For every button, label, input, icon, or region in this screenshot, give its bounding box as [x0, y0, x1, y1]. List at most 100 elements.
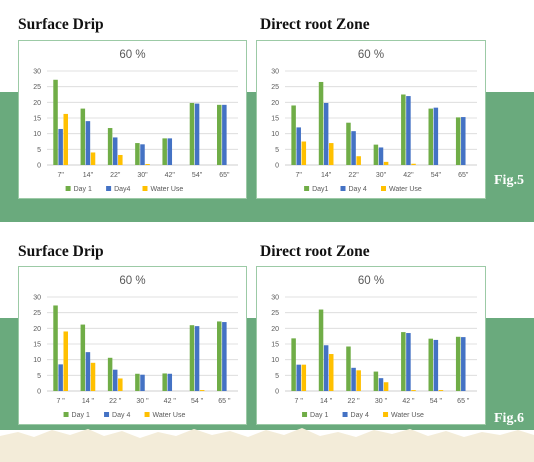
bar [63, 331, 68, 391]
bar [118, 378, 123, 391]
bar [378, 378, 384, 391]
y-tick-label: 20 [271, 326, 279, 333]
x-tick-label: 65 " [218, 398, 231, 405]
x-tick-label: 54 " [430, 398, 443, 405]
chart-heading: Surface Drip [18, 16, 104, 33]
bar [411, 390, 416, 391]
bar [112, 137, 118, 165]
legend-label: Day 4 [112, 412, 130, 419]
y-tick-label: 0 [275, 389, 279, 396]
bar [194, 326, 200, 391]
chart-heading: Direct root Zone [260, 243, 370, 260]
bar [85, 121, 91, 165]
x-tick-label: 54 " [191, 398, 204, 405]
y-tick-label: 30 [33, 69, 41, 76]
x-tick-label: 42 " [402, 398, 415, 405]
y-tick-label: 25 [33, 84, 41, 91]
y-tick-label: 15 [271, 116, 279, 123]
legend-label: Water Use [389, 186, 422, 193]
x-tick-label: 54" [431, 172, 442, 179]
y-tick-label: 0 [275, 163, 279, 170]
bar [323, 102, 329, 165]
bar [135, 373, 140, 391]
figure-label: Fig.5 [494, 173, 524, 188]
bar [378, 147, 384, 165]
y-tick-label: 0 [37, 163, 41, 170]
bar [383, 161, 389, 165]
x-tick-label: 7 " [295, 398, 304, 405]
bar [373, 144, 379, 165]
bar [461, 337, 466, 391]
bar [373, 371, 379, 391]
bar-chart: 60 % 0 5 10 15 20 25 30 7" 14" 22" 30" 42" 54" 65" Day … [33, 49, 238, 193]
y-tick-label: 20 [33, 326, 41, 333]
bar [189, 325, 195, 391]
bar [328, 143, 334, 165]
x-tick-label: 42" [165, 172, 176, 179]
y-tick-label: 0 [37, 389, 41, 396]
y-tick-label: 30 [271, 295, 279, 302]
bar [346, 122, 351, 165]
bar [217, 104, 222, 165]
bar [90, 152, 96, 165]
bar [328, 354, 334, 391]
bar-chart: 60 % 0 5 10 15 20 25 30 7 " 14 " 22 " 30 " 42 " 54 " 6… [33, 275, 238, 419]
x-tick-label: 42 " [164, 398, 177, 405]
bar [351, 367, 356, 391]
bar [323, 345, 329, 391]
legend-label: Day 1 [74, 186, 92, 193]
y-tick-label: 30 [271, 69, 279, 76]
bar [145, 164, 150, 165]
bar [140, 374, 145, 391]
bar [107, 128, 113, 165]
bar [438, 390, 444, 391]
legend-swatch [106, 186, 112, 191]
bar [90, 362, 96, 391]
x-tick-label: 30 " [136, 398, 149, 405]
bar [85, 352, 91, 391]
legend-swatch [381, 186, 386, 191]
x-tick-label: 65" [458, 172, 469, 179]
y-tick-label: 25 [271, 310, 279, 317]
chart-panel: 60 % 0 5 10 15 20 25 30 7 " 14 " 22 " 30 " 42 " 54 " 6… [256, 266, 486, 425]
bar [455, 117, 461, 165]
bar [167, 138, 173, 165]
bar [383, 382, 389, 391]
y-tick-label: 25 [271, 84, 279, 91]
bar [162, 138, 167, 165]
bar [433, 339, 439, 391]
bar [58, 364, 63, 391]
x-tick-label: 54" [192, 172, 203, 179]
bar-chart: 60 % 0 5 10 15 20 25 30 7 " 14 " 22 " 30 " 42 " 54 " 6… [271, 275, 477, 419]
bar [428, 108, 434, 165]
bar [291, 338, 296, 391]
bar [80, 324, 86, 391]
chart-heading: Direct root Zone [260, 16, 370, 33]
bar [80, 108, 86, 165]
chart-panel: 60 % 0 5 10 15 20 25 30 7" 14" 22" 30" 42" 54" 65" Day1… [256, 40, 486, 199]
bar [199, 390, 205, 391]
bar [356, 156, 361, 165]
y-tick-label: 15 [271, 342, 279, 349]
bar [167, 373, 173, 391]
legend-swatch [340, 186, 346, 191]
legend-label: Water Use [153, 412, 186, 419]
legend-swatch [142, 186, 148, 191]
bar [346, 346, 351, 391]
bar [301, 364, 307, 391]
legend-swatch [304, 186, 310, 191]
bar [433, 107, 439, 165]
legend-label: Day4 [114, 186, 130, 193]
bar [356, 370, 361, 391]
bar [135, 143, 140, 165]
bar [411, 163, 416, 165]
x-tick-label: 7" [57, 172, 64, 179]
bar [428, 338, 434, 391]
legend-swatch [104, 412, 110, 417]
legend-label: Day1 [312, 186, 328, 193]
x-tick-label: 42" [403, 172, 414, 179]
legend-label: Day 1 [310, 412, 328, 419]
x-tick-label: 14 " [320, 398, 333, 405]
y-tick-label: 30 [33, 295, 41, 302]
y-tick-label: 5 [37, 373, 41, 380]
